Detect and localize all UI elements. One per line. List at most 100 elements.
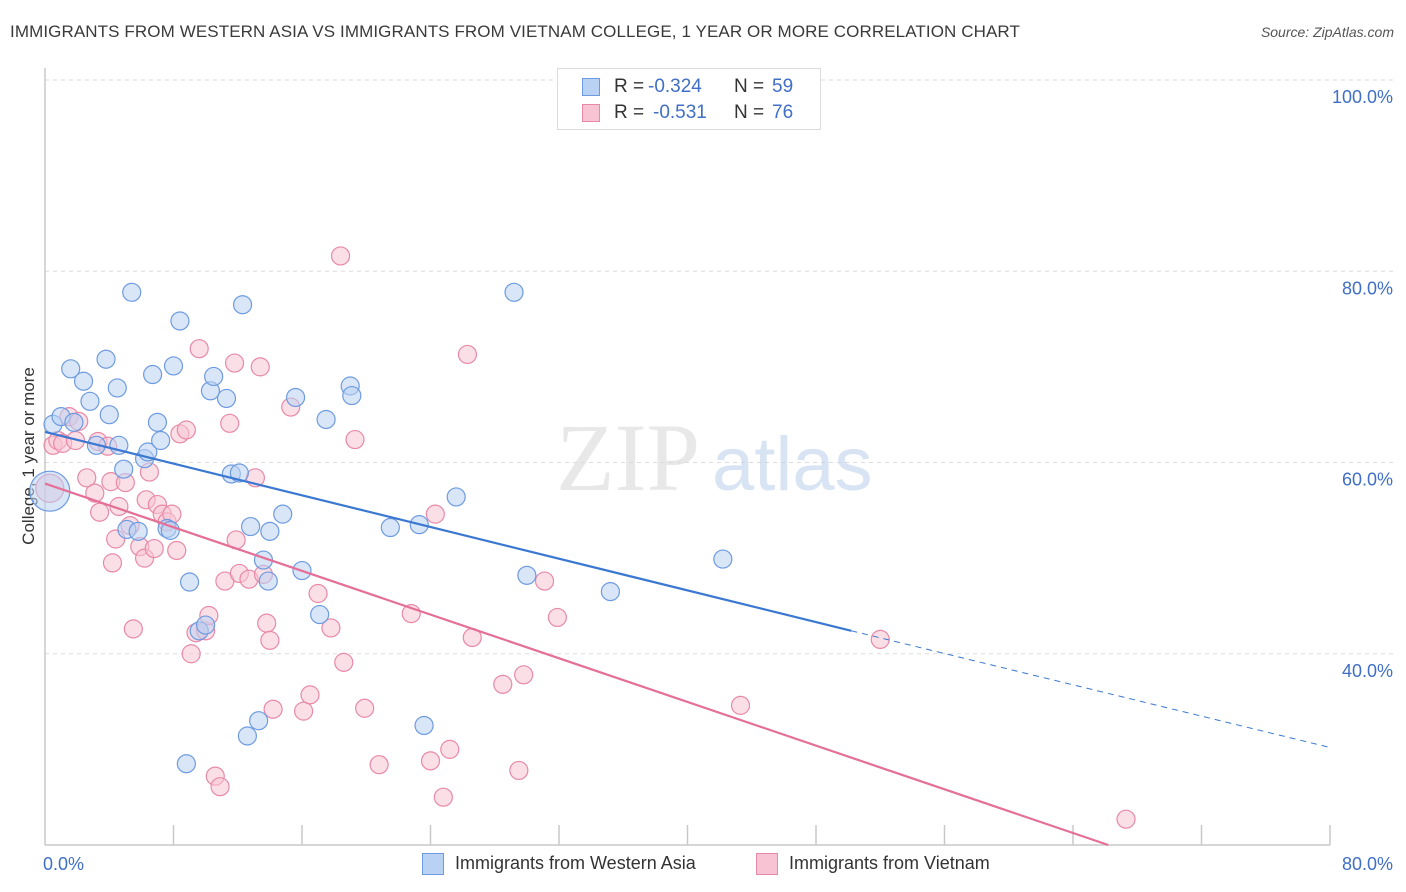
stats-row-western-asia: R = -0.324 N = 59 <box>558 76 820 100</box>
point-western-asia <box>414 715 434 736</box>
point-vietnam <box>90 502 110 522</box>
trend-line-western-asia-extension <box>851 630 1331 748</box>
stats-r-label: R = <box>614 76 645 97</box>
point-western-asia <box>249 711 269 731</box>
point-western-asia <box>122 282 142 302</box>
point-vietnam <box>144 538 164 559</box>
point-vietnam <box>433 787 453 807</box>
point-western-asia <box>316 409 336 430</box>
point-vietnam <box>321 618 341 638</box>
watermark-zip: ZIP <box>556 404 700 511</box>
trend-line-vietnam <box>44 482 1109 847</box>
stats-swatch-blue <box>582 78 600 96</box>
y-tick-label: 40.0% <box>1342 661 1393 681</box>
point-vietnam <box>220 413 240 433</box>
point-western-asia <box>99 405 119 425</box>
stats-n-label: N = <box>734 76 765 97</box>
point-western-asia <box>64 412 84 432</box>
point-western-asia <box>143 364 163 385</box>
trend-line-western-asia <box>44 430 852 632</box>
point-western-asia <box>179 572 200 592</box>
stats-r-value: -0.324 <box>648 76 702 97</box>
point-western-asia <box>196 615 216 635</box>
point-western-asia <box>170 311 190 331</box>
point-vietnam <box>102 553 123 573</box>
point-western-asia <box>80 391 100 411</box>
stats-box: R = -0.324 N = 59 R = -0.531 N = 76 <box>557 68 821 130</box>
point-vietnam <box>514 665 534 685</box>
point-western-asia <box>163 356 184 376</box>
point-vietnam <box>547 607 567 628</box>
stats-n-value: 59 <box>772 76 794 97</box>
legend-label: Immigrants from Vietnam <box>789 853 990 873</box>
point-vietnam <box>1116 809 1136 829</box>
x-tick-label: 80.0% <box>1342 854 1393 874</box>
point-vietnam <box>189 339 209 359</box>
point-western-asia <box>260 521 280 541</box>
watermark-atlas: atlas <box>712 422 873 507</box>
point-western-asia <box>229 463 249 483</box>
point-western-asia <box>176 754 196 774</box>
point-western-asia <box>517 565 537 585</box>
point-western-asia <box>713 549 733 569</box>
point-vietnam <box>355 698 375 718</box>
point-vietnam <box>308 583 328 604</box>
point-western-asia <box>151 430 171 451</box>
series-vietnam-points <box>35 246 1136 829</box>
point-vietnam <box>224 353 245 373</box>
point-western-asia <box>310 604 330 625</box>
point-vietnam <box>440 739 460 759</box>
stats-r-value: -0.531 <box>653 102 707 123</box>
point-vietnam <box>85 483 105 503</box>
point-vietnam <box>369 755 389 775</box>
point-vietnam <box>210 777 230 797</box>
stats-n-value: 76 <box>772 102 794 123</box>
watermark: ZIP atlas <box>556 404 873 511</box>
stats-n-label: N = <box>734 102 765 123</box>
point-vietnam <box>493 674 513 694</box>
chart-title: IMMIGRANTS FROM WESTERN ASIA VS IMMIGRAN… <box>10 22 1020 41</box>
point-western-asia <box>61 359 81 379</box>
point-western-asia <box>114 459 134 479</box>
point-vietnam <box>250 357 270 377</box>
point-vietnam <box>257 613 277 633</box>
point-vietnam <box>509 760 529 781</box>
legend-label: Immigrants from Western Asia <box>455 853 696 873</box>
point-western-asia <box>285 387 306 408</box>
series-western-asia-points <box>29 282 733 774</box>
point-vietnam <box>534 571 555 591</box>
point-vietnam <box>870 629 890 650</box>
point-western-asia <box>232 295 253 315</box>
point-western-asia <box>380 517 400 538</box>
point-western-asia <box>204 366 224 387</box>
point-vietnam <box>345 429 365 450</box>
point-western-asia <box>147 412 168 432</box>
point-vietnam <box>334 652 354 672</box>
point-western-asia <box>446 487 466 507</box>
chart-legend: Immigrants from Western Asia Immigrants … <box>0 852 1406 878</box>
x-tick-label: 0.0% <box>43 854 84 874</box>
point-western-asia <box>237 726 257 746</box>
point-western-asia <box>29 470 71 512</box>
tick-labels: 40.0% 60.0% 80.0% 100.0% 0.0% 80.0% <box>43 87 1393 874</box>
point-western-asia <box>107 378 127 398</box>
point-vietnam <box>123 619 143 639</box>
point-vietnam <box>300 685 320 705</box>
point-vietnam <box>260 630 280 650</box>
point-western-asia <box>96 349 116 369</box>
point-western-asia <box>273 504 293 524</box>
point-western-asia <box>600 581 621 602</box>
point-vietnam <box>730 695 751 715</box>
y-tick-label: 100.0% <box>1332 87 1393 107</box>
y-tick-label: 60.0% <box>1342 470 1393 490</box>
point-vietnam <box>425 504 445 524</box>
point-western-asia <box>128 521 148 541</box>
point-western-asia <box>160 520 180 540</box>
legend-swatch-pink <box>756 853 778 875</box>
point-vietnam <box>294 701 314 721</box>
trend-lines <box>44 430 1331 847</box>
point-western-asia <box>216 388 237 409</box>
point-vietnam <box>420 751 441 771</box>
point-vietnam <box>77 468 97 488</box>
